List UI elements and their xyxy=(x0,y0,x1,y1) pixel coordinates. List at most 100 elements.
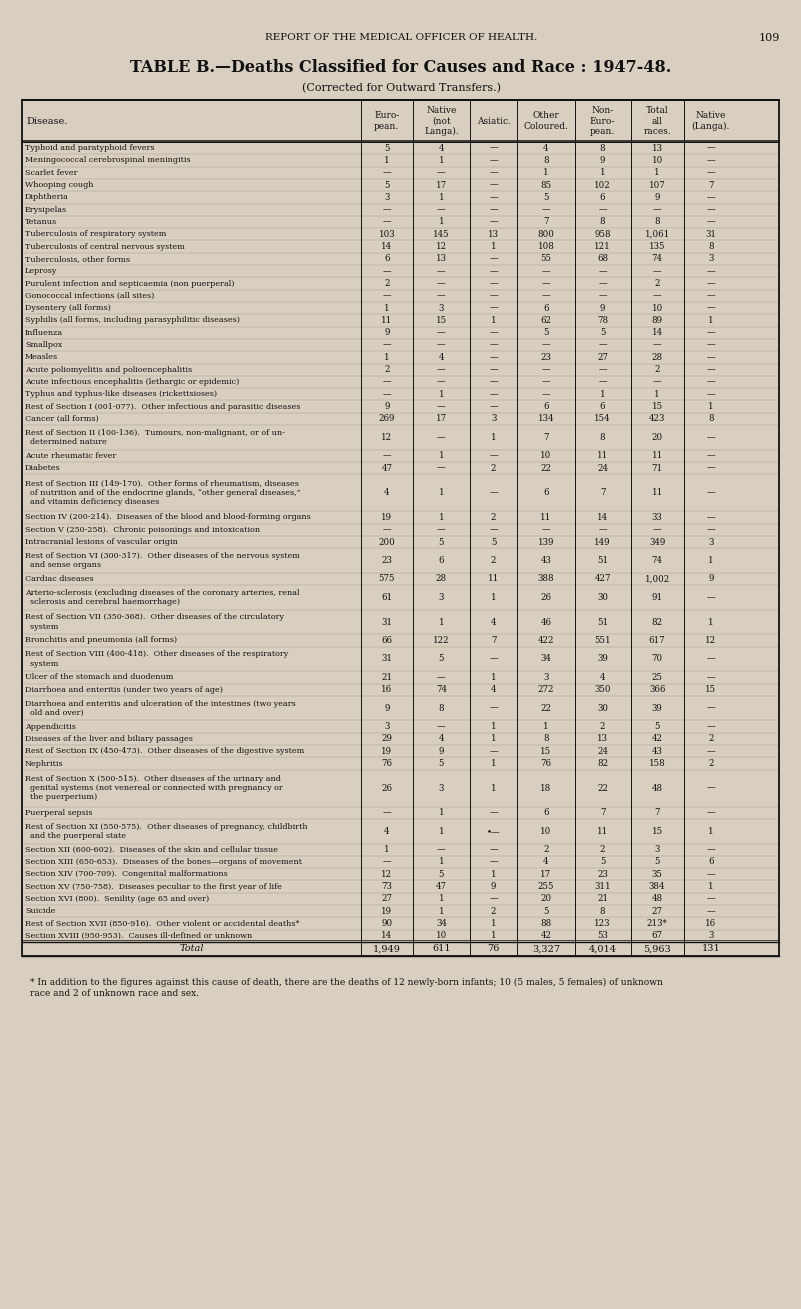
Text: 5: 5 xyxy=(384,181,389,190)
Text: —: — xyxy=(489,846,498,855)
Text: 2: 2 xyxy=(384,279,389,288)
Text: —: — xyxy=(437,673,445,682)
Text: 74: 74 xyxy=(436,685,447,694)
Text: 85: 85 xyxy=(541,181,551,190)
Text: 384: 384 xyxy=(649,882,666,891)
Text: —: — xyxy=(489,156,498,165)
Text: 427: 427 xyxy=(594,575,611,584)
Text: 1: 1 xyxy=(384,304,390,313)
Text: 145: 145 xyxy=(433,230,449,238)
Text: —: — xyxy=(706,525,715,534)
Text: —: — xyxy=(489,206,498,215)
Text: —: — xyxy=(706,267,715,276)
Text: —: — xyxy=(541,340,550,350)
Text: —: — xyxy=(706,353,715,361)
Text: Rest of Section III (149-170).  Other forms of rheumatism, diseases
  of nutriti: Rest of Section III (149-170). Other for… xyxy=(25,479,300,507)
Text: 4: 4 xyxy=(491,685,497,694)
Text: 9: 9 xyxy=(384,329,389,338)
Text: 4: 4 xyxy=(439,353,444,361)
Text: 1: 1 xyxy=(491,593,497,602)
Text: —: — xyxy=(489,144,498,153)
Text: 1: 1 xyxy=(439,452,445,461)
Text: Section XII (600-602).  Diseases of the skin and cellular tissue: Section XII (600-602). Diseases of the s… xyxy=(25,846,278,853)
Text: 10: 10 xyxy=(540,827,551,835)
Text: 17: 17 xyxy=(436,181,447,190)
Text: 7: 7 xyxy=(654,808,660,817)
Text: 82: 82 xyxy=(651,618,662,627)
Text: Native
(Langa).: Native (Langa). xyxy=(692,111,730,131)
Text: —: — xyxy=(489,217,498,226)
Text: 76: 76 xyxy=(488,945,500,953)
Text: 55: 55 xyxy=(541,254,551,263)
Text: 19: 19 xyxy=(381,907,392,916)
Text: 2: 2 xyxy=(491,907,497,916)
Text: 8: 8 xyxy=(708,415,714,423)
Text: 9: 9 xyxy=(439,746,444,755)
Text: Tetanus: Tetanus xyxy=(25,219,57,226)
Text: —: — xyxy=(706,169,715,177)
Text: 1: 1 xyxy=(384,353,390,361)
Text: —: — xyxy=(437,292,445,300)
Text: 800: 800 xyxy=(537,230,554,238)
Text: —: — xyxy=(598,340,607,350)
Text: 1: 1 xyxy=(491,869,497,878)
Text: Section IV (200-214).  Diseases of the blood and blood-forming organs: Section IV (200-214). Diseases of the bl… xyxy=(25,513,311,521)
Text: 23: 23 xyxy=(541,353,551,361)
Text: 108: 108 xyxy=(537,242,554,251)
Text: —: — xyxy=(489,894,498,903)
Text: 158: 158 xyxy=(649,759,666,768)
Text: 1: 1 xyxy=(439,894,445,903)
Text: 1: 1 xyxy=(439,513,445,522)
Text: —: — xyxy=(383,377,391,386)
Text: —: — xyxy=(706,206,715,215)
Text: —: — xyxy=(541,292,550,300)
Text: * In addition to the figures against this cause of death, there are the deaths o: * In addition to the figures against thi… xyxy=(30,978,663,997)
Text: 5: 5 xyxy=(543,192,549,202)
Text: 4: 4 xyxy=(384,827,389,835)
Text: 1,949: 1,949 xyxy=(373,945,400,953)
Text: 8: 8 xyxy=(708,242,714,251)
Text: 3: 3 xyxy=(439,304,444,313)
Text: 15: 15 xyxy=(651,827,662,835)
Text: 1: 1 xyxy=(708,402,714,411)
Text: —: — xyxy=(437,329,445,338)
Text: 13: 13 xyxy=(652,144,662,153)
Text: 14: 14 xyxy=(381,931,392,940)
Text: 3: 3 xyxy=(543,673,549,682)
Text: 123: 123 xyxy=(594,919,611,928)
Text: Rest of Section VII (350-368).  Other diseases of the circulatory
  system: Rest of Section VII (350-368). Other dis… xyxy=(25,614,284,631)
Text: 31: 31 xyxy=(381,618,392,627)
Text: 20: 20 xyxy=(541,894,551,903)
Text: —: — xyxy=(598,279,607,288)
Text: 61: 61 xyxy=(381,593,392,602)
Text: Diabetes: Diabetes xyxy=(25,465,61,473)
Text: 13: 13 xyxy=(597,734,608,744)
Text: 2: 2 xyxy=(384,365,389,374)
Text: —: — xyxy=(706,156,715,165)
Text: 3: 3 xyxy=(708,538,714,546)
Text: —: — xyxy=(706,808,715,817)
Text: 1: 1 xyxy=(491,673,497,682)
Text: 11: 11 xyxy=(597,452,608,461)
Text: 5: 5 xyxy=(543,907,549,916)
Text: —: — xyxy=(706,329,715,338)
Text: 1: 1 xyxy=(708,882,714,891)
Text: Rest of Section II (100-136).  Tumours, non-malignant, or of un-
  determined na: Rest of Section II (100-136). Tumours, n… xyxy=(25,429,285,446)
Text: —: — xyxy=(541,365,550,374)
Text: —: — xyxy=(706,673,715,682)
Text: Section XIII (650-653).  Diseases of the bones—organs of movement: Section XIII (650-653). Diseases of the … xyxy=(25,857,302,867)
Text: 1: 1 xyxy=(439,808,445,817)
Text: —: — xyxy=(489,279,498,288)
Text: 1: 1 xyxy=(439,156,445,165)
Text: 21: 21 xyxy=(597,894,608,903)
Text: —: — xyxy=(706,723,715,732)
Text: 5: 5 xyxy=(439,869,444,878)
Text: 8: 8 xyxy=(543,156,549,165)
Text: 102: 102 xyxy=(594,181,611,190)
Text: —: — xyxy=(383,525,391,534)
Text: 76: 76 xyxy=(541,759,551,768)
Text: 1: 1 xyxy=(439,390,445,399)
Text: 2: 2 xyxy=(543,846,549,855)
Text: Rest of Section I (001-077).  Other infectious and parasitic diseases: Rest of Section I (001-077). Other infec… xyxy=(25,403,300,411)
Text: 13: 13 xyxy=(488,230,499,238)
